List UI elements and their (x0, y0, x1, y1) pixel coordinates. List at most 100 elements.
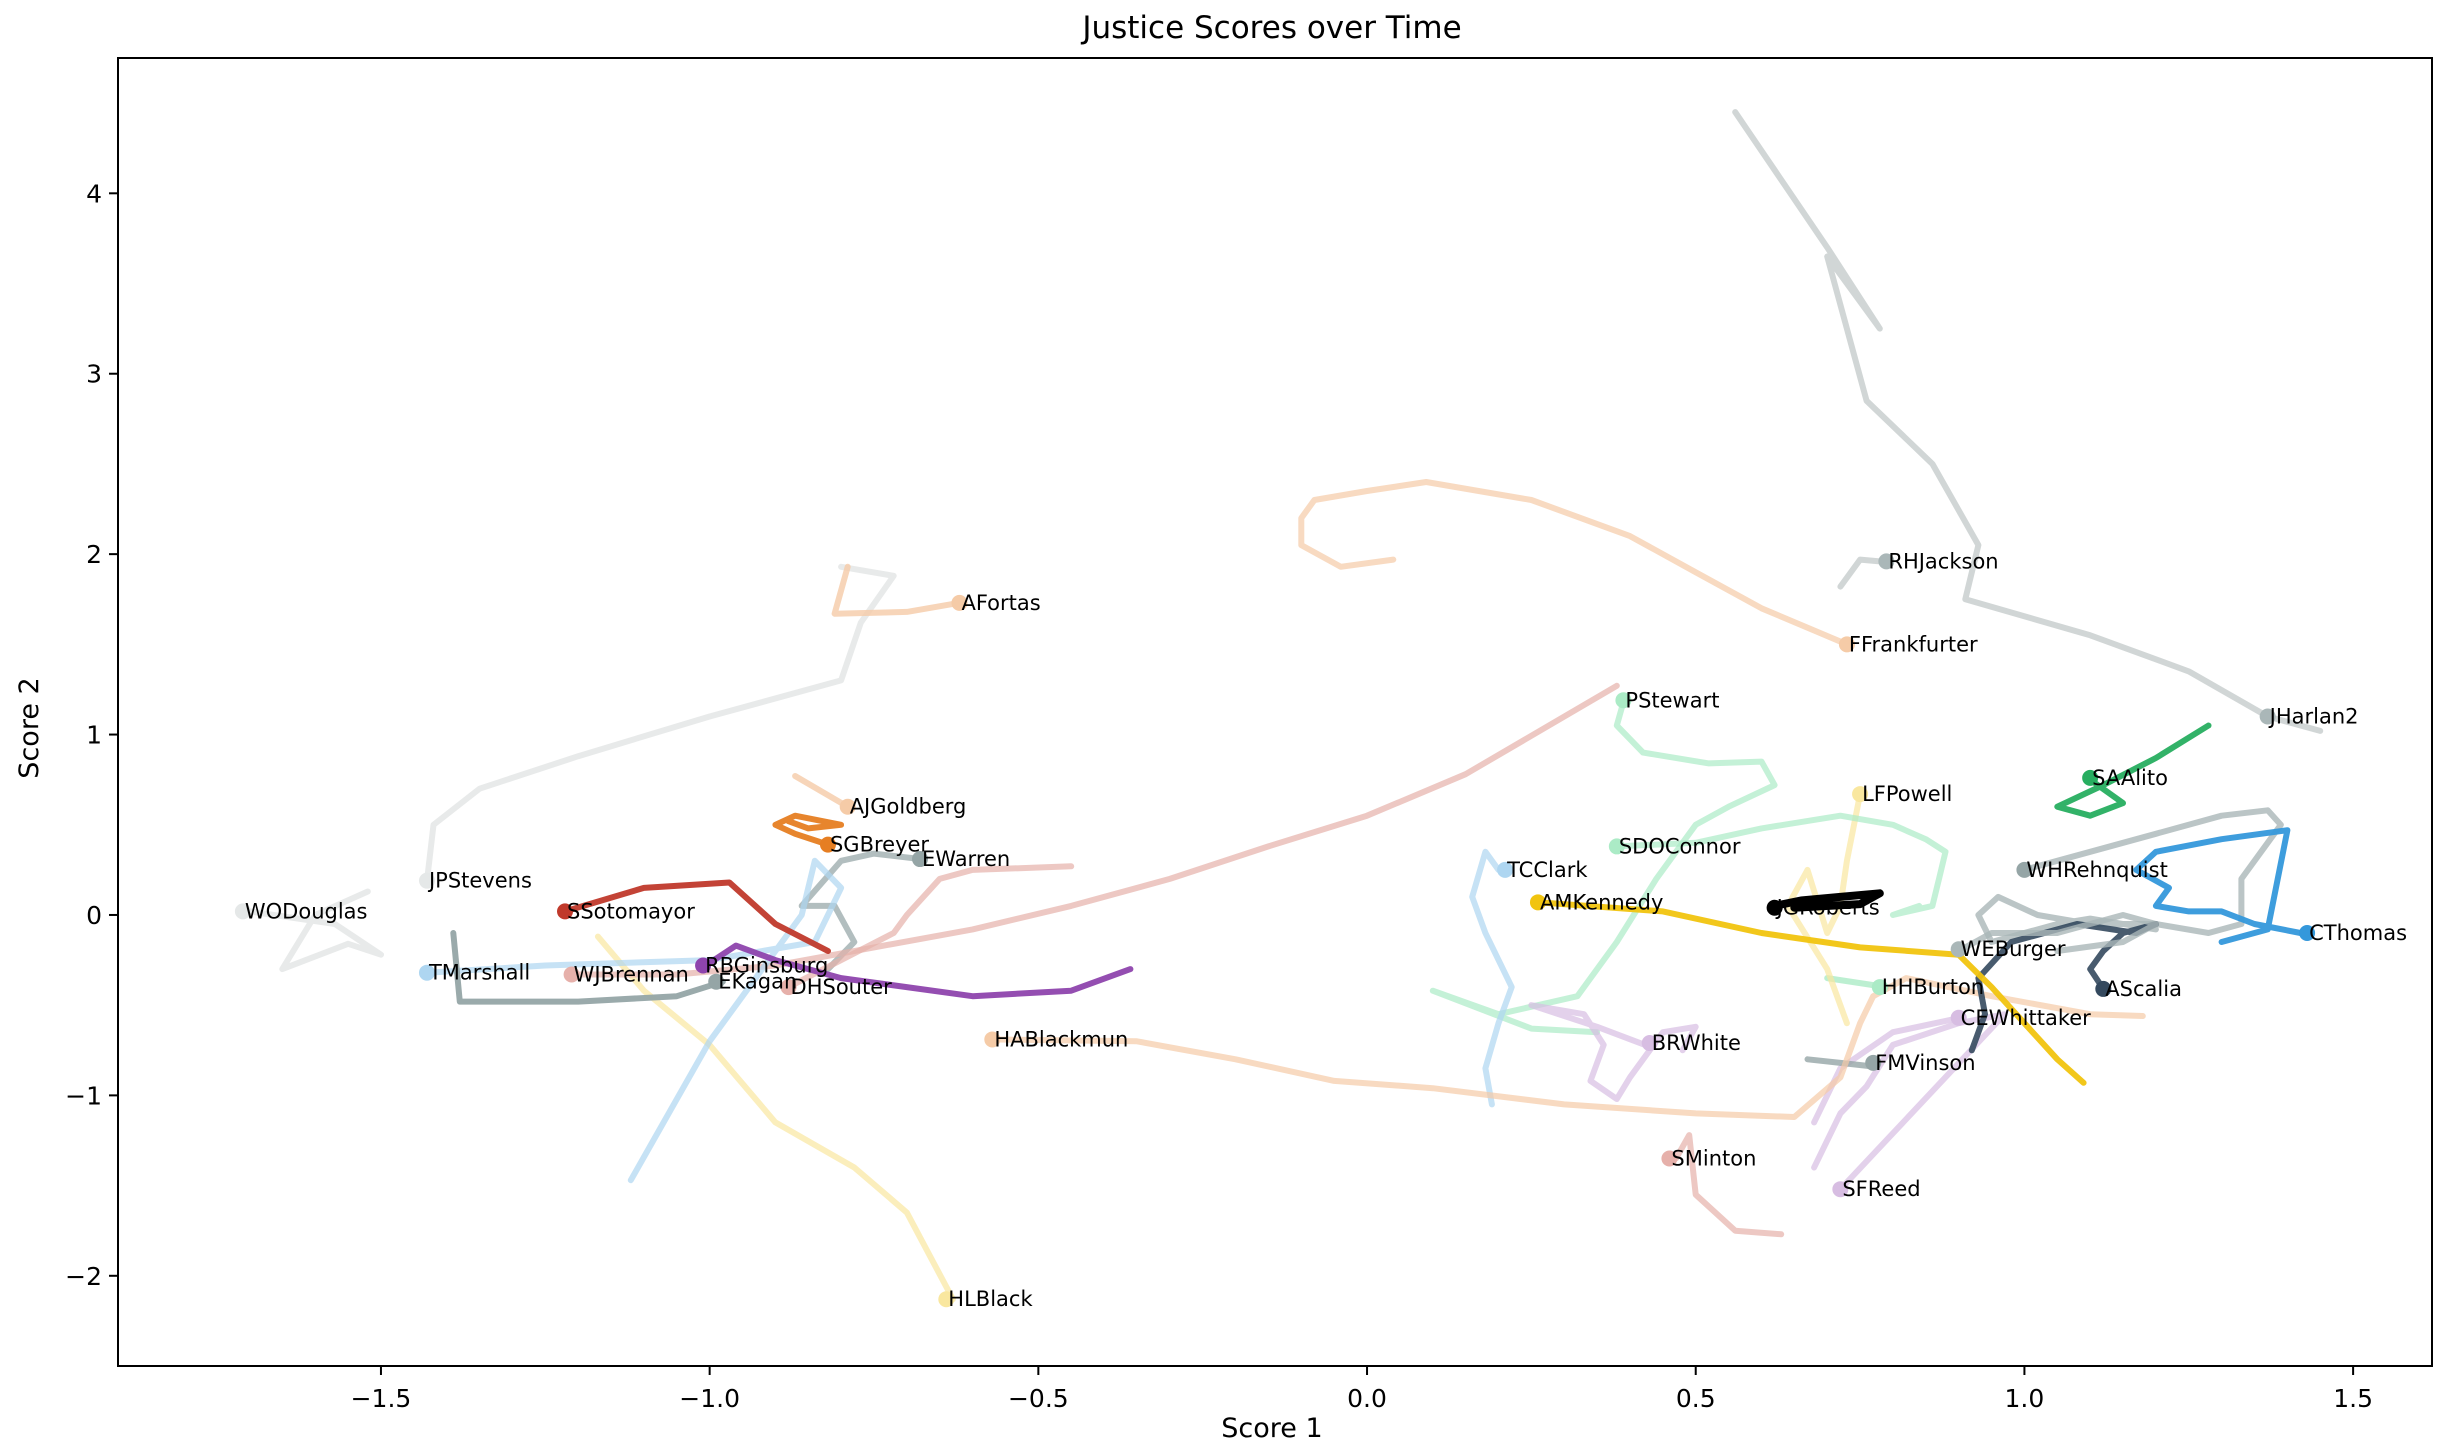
justice-label-lfpowell: LFPowell (1862, 782, 1952, 806)
endpoint-marker-pstewart (1615, 692, 1632, 709)
endpoint-marker-lfpowell (1852, 786, 1869, 803)
endpoint-marker-ekagan (708, 973, 725, 990)
justice-label-pstewart: PStewart (1625, 688, 1719, 712)
justice-label-wjbrennan: WJBrennan (574, 963, 689, 987)
justice-label-cewhittaker: CEWhittaker (1961, 1006, 2092, 1030)
justice-label-dhsouter: DHSouter (791, 975, 893, 999)
chart-title: Justice Scores over Time (1080, 10, 1461, 46)
endpoint-marker-whrehnquist (2016, 861, 2033, 878)
x-tick-label: 1.0 (2005, 1384, 2045, 1413)
series-line-sfreed (1811, 1011, 2008, 1193)
endpoint-marker-jpstevens (418, 872, 435, 889)
series-line-dhsouter (785, 863, 1075, 991)
endpoint-marker-fmvinson (1865, 1054, 1882, 1071)
endpoint-marker-ffrankfurter (1838, 636, 1855, 653)
y-tick-label: 0 (86, 901, 102, 930)
series-line-hablackmun (995, 975, 2146, 1120)
justice-label-afortas: AFortas (961, 591, 1040, 615)
justice-label-jgroberts: JGRoberts (1775, 896, 1880, 920)
endpoint-marker-wjbrennan (563, 966, 580, 983)
endpoint-marker-sminton (1661, 1150, 1678, 1167)
series-line-fmvinson (1804, 1056, 1877, 1070)
x-tick-label: −1.5 (351, 1384, 412, 1413)
series-line-brwhite (1528, 1002, 1699, 1102)
justice-label-sminton: SMinton (1671, 1147, 1756, 1171)
justice-label-hablackmun: HABlackmun (994, 1027, 1128, 1051)
endpoint-marker-cthomas (2299, 925, 2316, 942)
series-line-cthomas (2133, 827, 2304, 945)
justice-label-ewarren: EWarren (922, 847, 1010, 871)
justice-label-cthomas: CThomas (2309, 921, 2407, 945)
y-tick-label: 1 (86, 721, 102, 750)
endpoint-marker-amkennedy (1529, 894, 1546, 911)
series-line-cewhittaker (1811, 1016, 1956, 1126)
justice-label-sgbreyer: SGBreyer (830, 833, 929, 857)
justice-label-weburger: WEBurger (1961, 937, 2066, 961)
series-line-saalito (2054, 722, 2212, 819)
endpoint-marker-ewarren (912, 851, 929, 868)
justice-label-tmarshall: TMarshall (428, 961, 530, 985)
series-line-weburger (1955, 912, 2159, 954)
endpoint-marker-ajgoldberg (839, 798, 856, 815)
justice-label-hlblack: HLBlack (948, 1287, 1033, 1311)
endpoint-marker-ssotomayor (557, 903, 574, 920)
endpoint-marker-hhburton (1871, 979, 1888, 996)
series-line-tmarshall (424, 857, 845, 1184)
series-line-afortas (831, 563, 963, 617)
endpoint-marker-hablackmun (984, 1031, 1001, 1048)
justice-label-rhjackson: RHJackson (1888, 549, 1998, 573)
justice-label-ekagan: EKagan (718, 970, 797, 994)
series-line-rbginsburg (700, 942, 1134, 1000)
endpoint-marker-weburger (1950, 941, 1967, 958)
series-line-jharlan2 (1732, 109, 2324, 734)
endpoint-marker-sdoconnor (1608, 838, 1625, 855)
plot-area-frame (117, 57, 2433, 1367)
marker-layer: HLBlack SFReed FFrankfurter WODouglas FMVins… (234, 549, 2407, 1311)
justice-label-ajgoldberg: AJGoldberg (850, 795, 967, 819)
endpoint-marker-rbginsburg (695, 957, 712, 974)
endpoint-marker-afortas (951, 594, 968, 611)
endpoint-marker-sfreed (1832, 1181, 1849, 1198)
x-axis-label: Score 1 (1221, 1413, 1322, 1440)
series-line-pstewart (1429, 699, 1778, 1036)
justice-label-ffrankfurter: FFrankfurter (1849, 632, 1978, 656)
series-line-sdoconnor (1613, 812, 1949, 918)
x-tick-label: 0.0 (1347, 1384, 1387, 1413)
y-tick-label: −1 (65, 1081, 102, 1110)
endpoint-marker-jharlan2 (2259, 708, 2276, 725)
series-line-wjbrennan (575, 682, 1620, 978)
endpoint-marker-saalito (2082, 769, 2099, 786)
series-line-tcclark (1469, 848, 1515, 1108)
endpoint-marker-jgroberts (1766, 899, 1783, 916)
x-tick-label: 0.5 (1676, 1384, 1716, 1413)
justice-label-saalito: SAAlito (2092, 766, 2168, 790)
endpoint-marker-brwhite (1641, 1035, 1658, 1052)
justice-label-sfreed: SFReed (1842, 1177, 1920, 1201)
justice-label-wodouglas: WODouglas (245, 899, 368, 923)
justice-label-hhburton: HHBurton (1882, 975, 1984, 999)
series-line-jpstevens (424, 563, 897, 884)
series-line-ffrankfurter (1298, 479, 1850, 648)
x-tick-label: −0.5 (1008, 1384, 1069, 1413)
series-line-wodouglas (246, 888, 384, 973)
x-axis-ticks: −1.5 −1.0 −0.5 0.0 0.5 1.0 1.5 (351, 1366, 2373, 1413)
x-tick-label: −1.0 (679, 1384, 740, 1413)
series-line-ajgoldberg (792, 773, 851, 810)
justice-label-tcclark: TCClark (1506, 858, 1588, 882)
endpoint-marker-ascalia (2095, 980, 2112, 997)
y-axis-label: Score 2 (14, 677, 45, 778)
justice-label-brwhite: BRWhite (1652, 1031, 1741, 1055)
endpoint-marker-tmarshall (418, 964, 435, 981)
x-tick-label: 1.5 (2333, 1384, 2373, 1413)
justice-label-ascalia: AScalia (2105, 977, 2182, 1001)
justice-label-jharlan2: JHarlan2 (2268, 705, 2359, 729)
justice-label-sdoconnor: SDOConnor (1619, 834, 1741, 858)
justice-label-jpstevens: JPStevens (427, 869, 532, 893)
series-line-ekagan (450, 930, 726, 1005)
endpoint-marker-sgbreyer (819, 836, 836, 853)
series-line-sminton (1673, 1132, 1785, 1238)
justice-label-amkennedy: AMKennedy (1540, 890, 1663, 914)
justice-label-whrehnquist: WHRehnquist (2026, 858, 2167, 882)
